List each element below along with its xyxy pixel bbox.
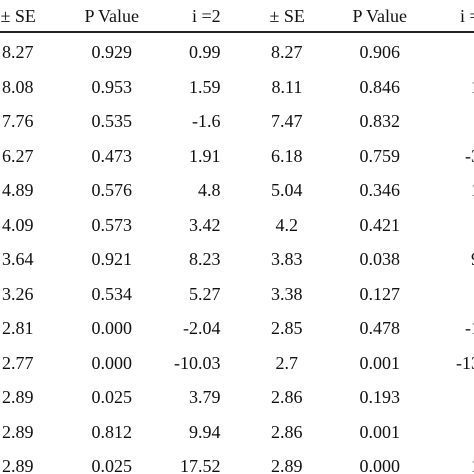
table-cell: -10.03 — [174, 352, 221, 373]
table-cell: 6.27 — [2, 145, 34, 166]
column-header: i =2 — [192, 6, 221, 26]
table-cell: 0.025 — [91, 456, 133, 474]
table-cell: 0.001 — [359, 352, 401, 373]
table-cell: 0.576 — [91, 180, 133, 200]
table-cell: 0.846 — [359, 76, 401, 97]
table-cell: 0.478 — [359, 318, 401, 338]
table-cell: 3.38 — [271, 283, 303, 304]
table-cell: -2.04 — [183, 318, 221, 338]
table-cell: 2.81 — [2, 318, 34, 338]
table-cell: 3.42 — [189, 214, 221, 235]
table-cell: 0.906 — [359, 42, 401, 62]
column-header: P Value — [352, 6, 408, 26]
table-cell: 2.89 — [2, 456, 34, 474]
table-cell: 0.346 — [359, 180, 401, 200]
table-cell: 0.000 — [91, 318, 133, 338]
table-cell: 0.421 — [359, 214, 401, 235]
table-cell: 2.86 — [271, 387, 303, 407]
table-cell: 7.76 — [2, 111, 34, 131]
column-header: ± SE — [0, 6, 36, 26]
table-cell: 3.26 — [2, 283, 34, 304]
table-cell: 6.18 — [271, 145, 303, 166]
table-cell: 0.759 — [359, 145, 401, 166]
table-cell: -1 — [465, 318, 474, 338]
table-cell: 0.812 — [91, 421, 133, 442]
table-cell: 0.000 — [91, 352, 133, 373]
table-cell: 0.535 — [91, 111, 133, 131]
table-cell: 0.000 — [359, 456, 401, 474]
table-cell: 4.89 — [2, 180, 34, 200]
table-cell: 2.85 — [271, 318, 303, 338]
table-cell: 5.04 — [271, 180, 303, 200]
table-cell: 0.038 — [359, 249, 401, 269]
table-cell: 0.573 — [91, 214, 133, 235]
table-cell: 2.86 — [271, 421, 303, 442]
table-cell: 3.83 — [271, 249, 303, 269]
table-cell: 1 — [471, 77, 474, 97]
table-cell: 5.27 — [189, 283, 221, 304]
table-cell: 2.89 — [271, 456, 303, 474]
table-cell: 2.7 — [275, 352, 299, 373]
table-cell: 0.193 — [359, 387, 401, 407]
table-cell: 0.832 — [359, 111, 401, 131]
table-cell: -3 — [465, 145, 474, 166]
table-cell: 0.534 — [91, 283, 133, 304]
table-cell: 1 — [471, 180, 474, 200]
table-cell: 1.59 — [189, 76, 221, 97]
table-cell: 0.127 — [359, 283, 401, 304]
table-cell: 9.94 — [189, 421, 221, 442]
table-cell: 0.99 — [189, 42, 221, 62]
table-cell: 8.23 — [189, 249, 221, 269]
table-cell: 0.001 — [359, 421, 401, 442]
table-cell: 1 — [471, 456, 474, 474]
table-cell: 8.08 — [2, 76, 34, 97]
table-cell: 0.473 — [91, 145, 133, 166]
table-cell: 0.025 — [91, 387, 133, 407]
table-cell: 4.8 — [198, 180, 221, 200]
table-cell: 17.52 — [180, 456, 221, 474]
table-cell: 1.91 — [189, 145, 221, 166]
table-cell: 0.929 — [91, 42, 133, 62]
table-cell: 9 — [471, 249, 474, 269]
table-cell: 2.89 — [2, 421, 34, 442]
table-cell: 2.89 — [2, 387, 34, 407]
table-cell: 8.27 — [2, 42, 34, 62]
table-cell: 7.47 — [271, 111, 303, 131]
table-cell: 0.921 — [91, 249, 133, 269]
table-cell: 3.64 — [2, 249, 34, 269]
column-header: P Value — [84, 6, 140, 26]
table-cell: 0.953 — [91, 76, 133, 97]
table-cell: 4.09 — [2, 214, 34, 235]
table-cell: 2.77 — [2, 352, 34, 373]
column-header: ± SE — [269, 6, 305, 26]
table-cell: 8.27 — [271, 42, 303, 62]
table-cell: 4.2 — [275, 214, 299, 235]
table-cell: -13 — [456, 352, 474, 373]
header-rule — [0, 31, 474, 33]
table-cell: 3.79 — [189, 387, 221, 407]
table-cell: 8.11 — [271, 76, 303, 97]
table-cell: -1.6 — [192, 111, 221, 131]
column-header: i = — [460, 6, 474, 26]
